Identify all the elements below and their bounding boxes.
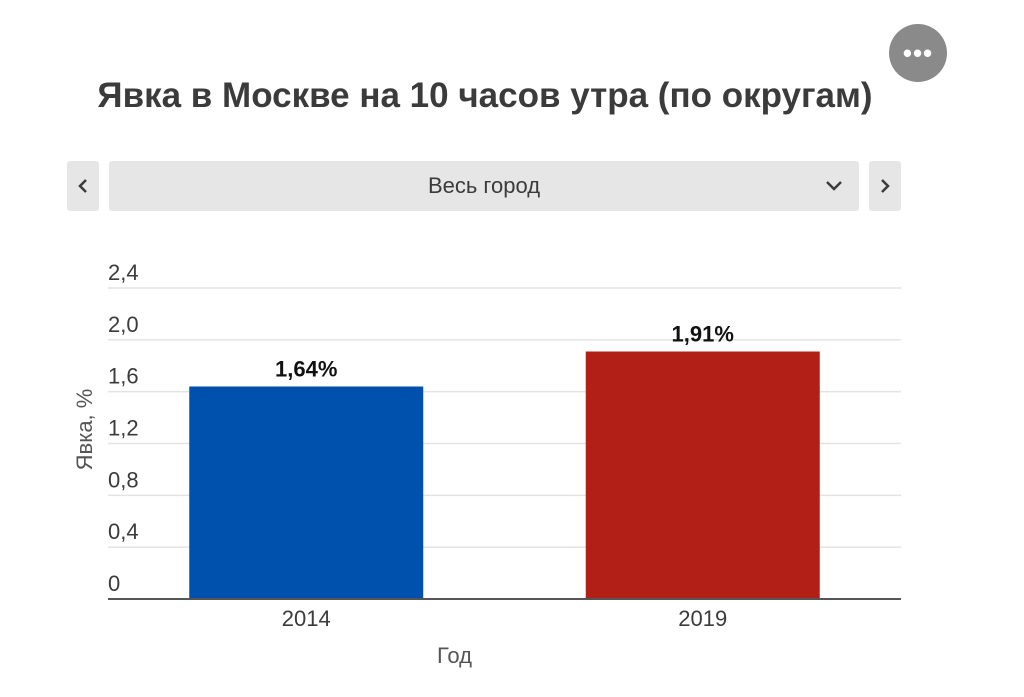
next-button[interactable]	[869, 161, 901, 211]
district-select[interactable]: Весь город	[109, 161, 859, 211]
y-tick-label: 1,6	[108, 364, 139, 389]
x-axis-label: Год	[437, 643, 472, 668]
x-tick-label: 2019	[678, 606, 727, 631]
more-options-button[interactable]: •••	[889, 24, 947, 82]
y-tick-label: 0	[108, 571, 120, 596]
y-tick-label: 0,4	[108, 519, 139, 544]
bar-value-label: 1,91%	[672, 321, 734, 346]
bar-value-label: 1,64%	[275, 356, 337, 381]
previous-button[interactable]	[67, 161, 99, 211]
bar-2014	[189, 386, 424, 599]
ellipsis-icon: •••	[902, 37, 934, 68]
y-tick-label: 0,8	[108, 467, 139, 492]
y-tick-label: 2,4	[108, 260, 139, 285]
chart-title: Явка в Москве на 10 часов утра (по округ…	[97, 76, 873, 115]
y-tick-label: 2,0	[108, 312, 139, 337]
chevron-down-icon	[825, 176, 843, 196]
x-tick-label: 2014	[282, 606, 331, 631]
chevron-right-icon	[881, 179, 890, 193]
district-select-value: Весь город	[427, 173, 541, 198]
bar-2019	[585, 351, 820, 599]
y-tick-label: 1,2	[108, 416, 139, 441]
y-axis-label: Явка, %	[72, 389, 97, 471]
chevron-left-icon	[78, 179, 87, 193]
